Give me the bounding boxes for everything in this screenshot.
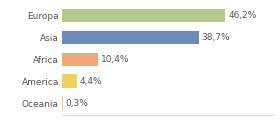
Bar [62, 53, 99, 66]
Bar [62, 96, 63, 110]
Bar [62, 75, 77, 88]
Text: 4,4%: 4,4% [80, 77, 103, 86]
Bar [62, 31, 199, 44]
Text: 46,2%: 46,2% [228, 11, 257, 20]
Text: 10,4%: 10,4% [101, 55, 130, 64]
Bar [62, 9, 225, 22]
Text: 0,3%: 0,3% [66, 99, 88, 108]
Text: 38,7%: 38,7% [202, 33, 230, 42]
